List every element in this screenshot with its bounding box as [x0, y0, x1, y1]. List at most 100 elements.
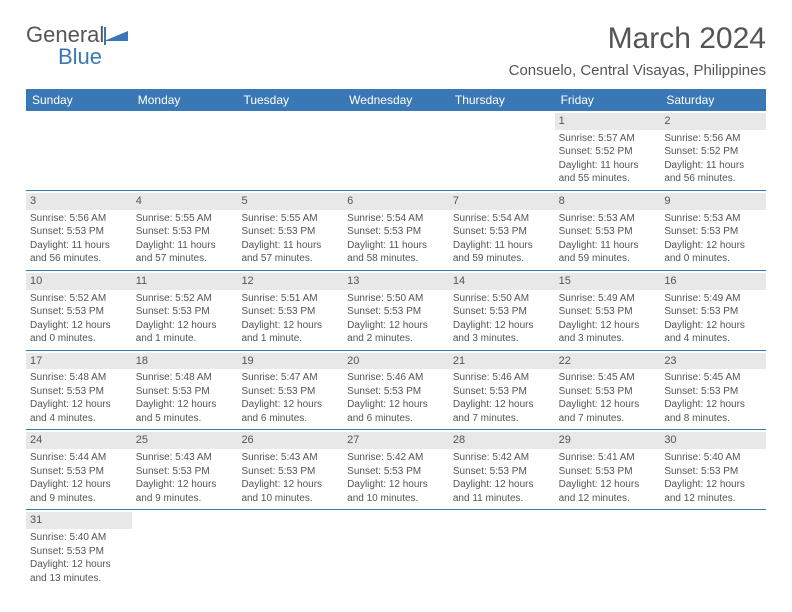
sunrise-line: Sunrise: 5:56 AM [664, 132, 762, 146]
daylight-line: Daylight: 12 hours and 10 minutes. [347, 478, 445, 505]
sunrise-line: Sunrise: 5:40 AM [664, 451, 762, 465]
week-row: 10Sunrise: 5:52 AMSunset: 5:53 PMDayligh… [26, 271, 766, 351]
sunset-line: Sunset: 5:53 PM [347, 385, 445, 399]
daylight-line: Daylight: 12 hours and 9 minutes. [136, 478, 234, 505]
day-header-thu: Thursday [449, 89, 555, 111]
sunset-line: Sunset: 5:53 PM [453, 225, 551, 239]
day-number: 29 [555, 432, 661, 449]
sunset-line: Sunset: 5:52 PM [664, 145, 762, 159]
calendar-cell: 7Sunrise: 5:54 AMSunset: 5:53 PMDaylight… [449, 191, 555, 270]
day-number: 15 [555, 273, 661, 290]
sunrise-line: Sunrise: 5:57 AM [559, 132, 657, 146]
daylight-line: Daylight: 12 hours and 11 minutes. [453, 478, 551, 505]
month-title: March 2024 [509, 22, 766, 56]
sunset-line: Sunset: 5:53 PM [30, 305, 128, 319]
sunrise-line: Sunrise: 5:40 AM [30, 531, 128, 545]
sunrise-line: Sunrise: 5:51 AM [241, 292, 339, 306]
calendar-cell: 4Sunrise: 5:55 AMSunset: 5:53 PMDaylight… [132, 191, 238, 270]
daylight-line: Daylight: 11 hours and 57 minutes. [241, 239, 339, 266]
day-number: 14 [449, 273, 555, 290]
week-row: 17Sunrise: 5:48 AMSunset: 5:53 PMDayligh… [26, 351, 766, 431]
calendar-cell [449, 510, 555, 589]
calendar-cell [237, 510, 343, 589]
calendar-cell: 14Sunrise: 5:50 AMSunset: 5:53 PMDayligh… [449, 271, 555, 350]
calendar-cell: 12Sunrise: 5:51 AMSunset: 5:53 PMDayligh… [237, 271, 343, 350]
sunrise-line: Sunrise: 5:45 AM [559, 371, 657, 385]
sunrise-line: Sunrise: 5:46 AM [347, 371, 445, 385]
sunset-line: Sunset: 5:53 PM [453, 465, 551, 479]
daylight-line: Daylight: 12 hours and 7 minutes. [559, 398, 657, 425]
daylight-line: Daylight: 12 hours and 7 minutes. [453, 398, 551, 425]
daylight-line: Daylight: 12 hours and 6 minutes. [347, 398, 445, 425]
calendar-cell [237, 111, 343, 190]
calendar-cell: 30Sunrise: 5:40 AMSunset: 5:53 PMDayligh… [660, 430, 766, 509]
sunset-line: Sunset: 5:53 PM [136, 225, 234, 239]
sunset-line: Sunset: 5:53 PM [347, 465, 445, 479]
sunset-line: Sunset: 5:53 PM [559, 385, 657, 399]
sunset-line: Sunset: 5:52 PM [559, 145, 657, 159]
daylight-line: Daylight: 11 hours and 56 minutes. [664, 159, 762, 186]
calendar-cell: 10Sunrise: 5:52 AMSunset: 5:53 PMDayligh… [26, 271, 132, 350]
logo-flag-icon [104, 27, 132, 45]
sunset-line: Sunset: 5:53 PM [453, 385, 551, 399]
day-number: 19 [237, 353, 343, 370]
calendar-cell: 15Sunrise: 5:49 AMSunset: 5:53 PMDayligh… [555, 271, 661, 350]
calendar-cell: 20Sunrise: 5:46 AMSunset: 5:53 PMDayligh… [343, 351, 449, 430]
sunrise-line: Sunrise: 5:45 AM [664, 371, 762, 385]
day-number: 16 [660, 273, 766, 290]
day-number: 9 [660, 193, 766, 210]
day-number: 31 [26, 512, 132, 529]
day-header-sun: Sunday [26, 89, 132, 111]
day-number: 27 [343, 432, 449, 449]
sunset-line: Sunset: 5:53 PM [664, 385, 762, 399]
daylight-line: Daylight: 11 hours and 59 minutes. [453, 239, 551, 266]
sunrise-line: Sunrise: 5:54 AM [347, 212, 445, 226]
sunrise-line: Sunrise: 5:52 AM [136, 292, 234, 306]
day-number: 10 [26, 273, 132, 290]
day-number: 26 [237, 432, 343, 449]
day-number: 25 [132, 432, 238, 449]
daylight-line: Daylight: 12 hours and 0 minutes. [30, 319, 128, 346]
calendar-cell: 8Sunrise: 5:53 AMSunset: 5:53 PMDaylight… [555, 191, 661, 270]
sunrise-line: Sunrise: 5:54 AM [453, 212, 551, 226]
sunset-line: Sunset: 5:53 PM [241, 225, 339, 239]
sunrise-line: Sunrise: 5:46 AM [453, 371, 551, 385]
calendar-cell: 6Sunrise: 5:54 AMSunset: 5:53 PMDaylight… [343, 191, 449, 270]
calendar-cell: 5Sunrise: 5:55 AMSunset: 5:53 PMDaylight… [237, 191, 343, 270]
sunrise-line: Sunrise: 5:48 AM [30, 371, 128, 385]
sunrise-line: Sunrise: 5:41 AM [559, 451, 657, 465]
day-number: 11 [132, 273, 238, 290]
sunrise-line: Sunrise: 5:43 AM [136, 451, 234, 465]
sunrise-line: Sunrise: 5:48 AM [136, 371, 234, 385]
calendar-cell: 17Sunrise: 5:48 AMSunset: 5:53 PMDayligh… [26, 351, 132, 430]
sunset-line: Sunset: 5:53 PM [559, 465, 657, 479]
daylight-line: Daylight: 12 hours and 5 minutes. [136, 398, 234, 425]
calendar-cell [343, 510, 449, 589]
sunset-line: Sunset: 5:53 PM [347, 225, 445, 239]
sunrise-line: Sunrise: 5:43 AM [241, 451, 339, 465]
title-block: March 2024 Consuelo, Central Visayas, Ph… [509, 22, 766, 79]
sunset-line: Sunset: 5:53 PM [136, 385, 234, 399]
week-row: 3Sunrise: 5:56 AMSunset: 5:53 PMDaylight… [26, 191, 766, 271]
sunrise-line: Sunrise: 5:53 AM [664, 212, 762, 226]
day-number: 20 [343, 353, 449, 370]
calendar-cell [555, 510, 661, 589]
calendar-cell: 16Sunrise: 5:49 AMSunset: 5:53 PMDayligh… [660, 271, 766, 350]
sunrise-line: Sunrise: 5:56 AM [30, 212, 128, 226]
sunset-line: Sunset: 5:53 PM [241, 385, 339, 399]
daylight-line: Daylight: 12 hours and 6 minutes. [241, 398, 339, 425]
sunset-line: Sunset: 5:53 PM [30, 465, 128, 479]
calendar-cell: 18Sunrise: 5:48 AMSunset: 5:53 PMDayligh… [132, 351, 238, 430]
week-row: 24Sunrise: 5:44 AMSunset: 5:53 PMDayligh… [26, 430, 766, 510]
daylight-line: Daylight: 11 hours and 57 minutes. [136, 239, 234, 266]
sunrise-line: Sunrise: 5:49 AM [559, 292, 657, 306]
sunset-line: Sunset: 5:53 PM [241, 305, 339, 319]
daylight-line: Daylight: 12 hours and 4 minutes. [30, 398, 128, 425]
calendar-cell: 31Sunrise: 5:40 AMSunset: 5:53 PMDayligh… [26, 510, 132, 589]
sunset-line: Sunset: 5:53 PM [664, 225, 762, 239]
day-number: 18 [132, 353, 238, 370]
day-number: 2 [660, 113, 766, 130]
calendar-cell: 23Sunrise: 5:45 AMSunset: 5:53 PMDayligh… [660, 351, 766, 430]
daylight-line: Daylight: 12 hours and 3 minutes. [453, 319, 551, 346]
day-number: 6 [343, 193, 449, 210]
